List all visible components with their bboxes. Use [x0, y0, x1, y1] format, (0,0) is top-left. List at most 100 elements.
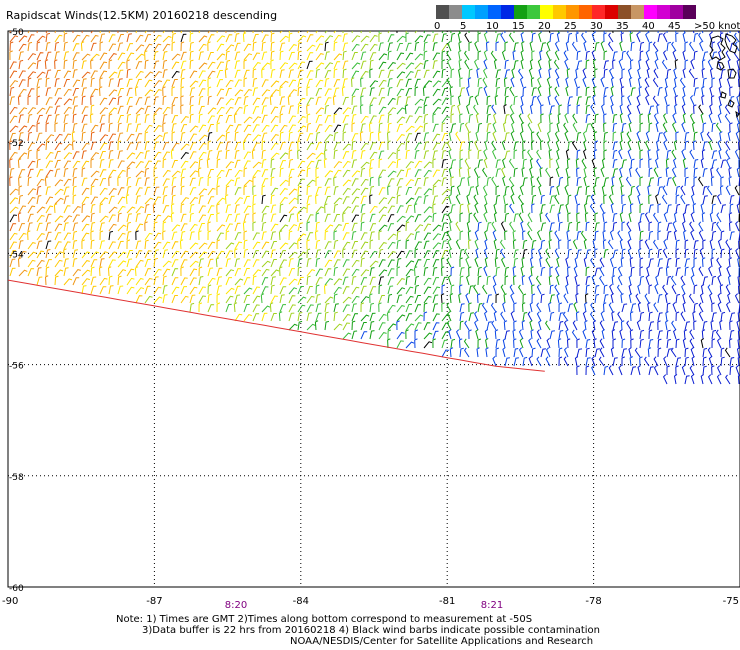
wind-barb — [378, 69, 385, 79]
wind-barb — [9, 70, 18, 79]
wind-barb — [527, 212, 533, 223]
wind-barb — [675, 194, 680, 205]
wind-barb — [261, 105, 267, 115]
wind-barb — [207, 304, 215, 313]
wind-barb — [306, 133, 314, 142]
wind-barb — [405, 71, 414, 79]
wind-barb — [315, 79, 324, 88]
wind-barb — [369, 185, 375, 196]
wind-barb — [612, 159, 618, 169]
wind-barb — [563, 356, 569, 367]
wind-barb — [207, 250, 216, 259]
wind-barb — [423, 215, 433, 223]
wind-barb — [693, 240, 699, 250]
wind-barb — [558, 330, 564, 340]
wind-barb — [738, 231, 740, 241]
wind-barb — [63, 178, 72, 187]
wind-barb — [153, 151, 162, 160]
wind-barb — [333, 61, 341, 70]
wind-barb — [432, 31, 434, 34]
wind-barb — [603, 140, 607, 151]
wind-barb — [483, 86, 488, 97]
wind-barb — [458, 167, 463, 178]
wind-barb — [18, 70, 26, 79]
wind-barb — [522, 293, 527, 304]
wind-barb — [467, 77, 472, 88]
wind-barb — [628, 230, 632, 241]
wind-barb — [717, 140, 722, 151]
wind-barb — [198, 35, 208, 43]
wind-barb — [585, 59, 590, 70]
wind-barb — [378, 259, 386, 268]
wind-barb — [675, 338, 680, 349]
wind-barb — [509, 284, 515, 295]
wind-barb — [378, 176, 382, 187]
wind-barb — [576, 186, 582, 196]
wind-barb — [413, 203, 418, 214]
wind-barb — [360, 285, 367, 295]
wind-barb — [36, 195, 42, 205]
wind-barb — [648, 177, 654, 187]
wind-barb — [279, 152, 289, 160]
wind-barb — [520, 32, 524, 43]
wind-barb — [691, 356, 695, 367]
wind-barb — [27, 95, 31, 105]
wind-barb — [81, 131, 86, 142]
wind-barb — [599, 203, 605, 214]
wind-barb — [620, 86, 625, 97]
wind-barb — [378, 332, 387, 340]
wind-barb — [153, 60, 160, 70]
wind-barb — [144, 285, 151, 295]
wind-barb — [405, 78, 412, 88]
wind-barb — [711, 195, 717, 205]
wind-barb — [447, 275, 452, 286]
wind-barb — [288, 251, 298, 259]
wind-barb — [717, 275, 722, 286]
colorbar-label: 20 — [538, 21, 551, 32]
wind-barb — [9, 232, 18, 241]
wind-barb — [99, 142, 108, 151]
wind-barb — [618, 176, 623, 187]
wind-barb — [288, 287, 298, 295]
wind-barb — [657, 248, 662, 259]
wind-barb — [324, 35, 334, 43]
wind-barb — [287, 95, 292, 106]
wind-barb — [675, 239, 680, 250]
note-line-3: NOAA/NESDIS/Center for Satellite Applica… — [290, 636, 594, 647]
wind-barb — [638, 221, 642, 232]
wind-barb — [261, 132, 268, 142]
wind-barb — [558, 204, 564, 214]
wind-barb — [603, 221, 608, 232]
wind-barb — [693, 104, 697, 115]
wind-barb — [591, 329, 596, 340]
wind-barb — [135, 206, 145, 214]
wind-barb — [279, 96, 285, 106]
wind-barb — [207, 86, 212, 97]
wind-barb — [360, 195, 367, 205]
wind-barb — [360, 314, 370, 322]
wind-barb — [531, 87, 537, 97]
wind-barb — [423, 286, 432, 295]
wind-barb — [378, 206, 388, 214]
wind-barb — [180, 223, 188, 232]
wind-barb — [414, 231, 420, 241]
wind-barb — [585, 31, 587, 34]
wind-barb — [711, 51, 718, 61]
wind-barb — [54, 223, 63, 232]
wind-barb — [666, 204, 672, 214]
wind-barb — [369, 158, 375, 169]
wind-barb — [333, 113, 338, 124]
wind-barb — [216, 122, 220, 132]
wind-barb — [315, 257, 321, 268]
wind-barb — [466, 194, 470, 205]
wind-barb — [297, 296, 307, 304]
wind-barb — [513, 249, 519, 259]
wind-barb — [405, 221, 410, 232]
wind-barb — [447, 311, 452, 322]
wind-barb — [611, 176, 615, 187]
wind-barb — [234, 187, 242, 196]
wind-barb — [564, 131, 569, 142]
wind-barb — [252, 161, 262, 169]
wind-barb — [270, 259, 277, 268]
wind-barb — [603, 284, 608, 295]
